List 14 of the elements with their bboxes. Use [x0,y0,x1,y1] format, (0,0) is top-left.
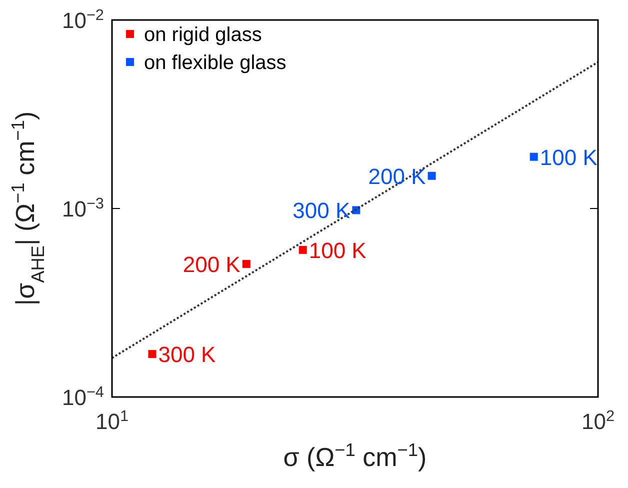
annotation: 100 K [308,238,367,263]
annotation: 200 K [368,164,426,189]
y-tick-label: 10$^{−2}$ [62,6,104,33]
x-tick-label: 10$^{2}$ [581,408,615,434]
y-tick-label: 10$^{−4}$ [62,384,104,410]
legend-label: on rigid glass [144,24,262,46]
y-tick-label: 10$^{−3}$ [62,195,104,222]
annotation: 100 K [540,144,598,170]
legend-label: on flexible glass [144,52,286,74]
annotation: 200 K [182,252,241,277]
x-axis-title: σ (Ω$^{−1}$ cm$^{−1}$) [283,440,427,472]
annotation: 300 K [292,198,350,224]
x-tick-label: 10$^{1}$ [95,408,129,434]
annotation: 300 K [158,342,216,368]
